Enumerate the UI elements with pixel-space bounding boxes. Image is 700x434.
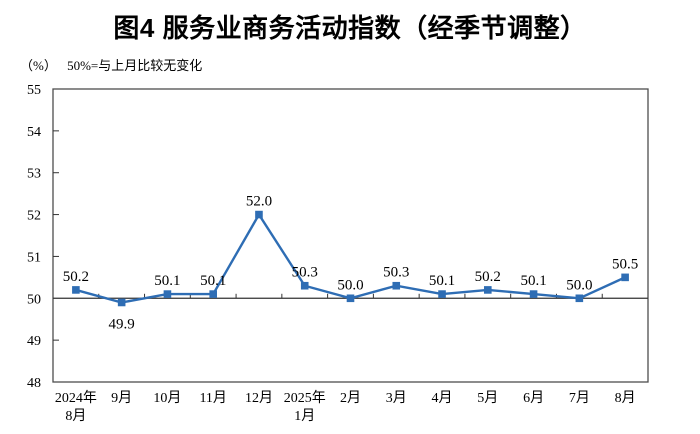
data-marker bbox=[346, 294, 355, 303]
x-axis-label: 5月 bbox=[477, 390, 498, 406]
data-label: 50.0 bbox=[337, 277, 363, 293]
y-axis-label: 52 bbox=[27, 209, 41, 224]
data-label: 50.1 bbox=[200, 273, 226, 289]
data-marker bbox=[438, 290, 446, 298]
data-marker bbox=[255, 210, 263, 219]
y-axis-label: 54 bbox=[27, 125, 41, 140]
data-marker bbox=[529, 290, 538, 298]
y-axis-label: 49 bbox=[27, 334, 41, 349]
x-axis-label: 10月 bbox=[153, 390, 181, 406]
data-marker bbox=[163, 290, 172, 298]
data-marker bbox=[117, 298, 126, 307]
data-label: 52.0 bbox=[246, 194, 272, 210]
x-axis-label: 6月 bbox=[523, 390, 544, 406]
y-axis-label: 51 bbox=[27, 250, 41, 265]
data-marker bbox=[484, 286, 492, 294]
x-axis-label: 4月 bbox=[432, 390, 453, 406]
data-label: 49.9 bbox=[109, 316, 135, 332]
data-marker bbox=[392, 281, 401, 290]
y-axis-label: 55 bbox=[27, 83, 41, 98]
x-axis-label: 12月 bbox=[245, 390, 273, 406]
y-axis-label: 53 bbox=[27, 167, 41, 182]
data-marker bbox=[72, 286, 80, 294]
y-axis-label: 50 bbox=[27, 292, 41, 307]
x-axis-label: 1月 bbox=[294, 408, 315, 424]
x-axis-label: 2025年 bbox=[284, 390, 326, 406]
data-label: 50.2 bbox=[475, 269, 501, 285]
chart-title: 图4 服务业商务活动指数（经季节调整） bbox=[113, 13, 587, 43]
data-marker bbox=[300, 281, 309, 290]
data-marker bbox=[575, 294, 584, 303]
baseline-note: 50%=与上月比较无变化 bbox=[67, 58, 203, 73]
data-label: 50.1 bbox=[429, 273, 455, 289]
x-axis-label: 8月 bbox=[615, 390, 636, 406]
x-axis-label: 8月 bbox=[65, 408, 86, 424]
plot-border bbox=[52, 88, 649, 383]
data-label: 50.3 bbox=[292, 265, 318, 281]
data-marker bbox=[209, 290, 217, 298]
x-axis-label: 2024年 bbox=[55, 390, 97, 406]
x-axis-label: 9月 bbox=[111, 390, 132, 406]
x-axis-label: 2月 bbox=[340, 390, 361, 406]
data-label: 50.1 bbox=[520, 273, 546, 289]
data-marker bbox=[621, 273, 629, 282]
chart-subtitle: （%） 50%=与上月比较无变化 bbox=[20, 55, 202, 74]
data-label: 50.5 bbox=[612, 256, 638, 272]
data-label: 50.0 bbox=[566, 277, 592, 293]
data-label: 50.3 bbox=[383, 265, 409, 281]
y-axis-label: 48 bbox=[27, 376, 41, 391]
data-label: 50.2 bbox=[63, 269, 89, 285]
x-axis-label: 3月 bbox=[386, 390, 407, 406]
y-axis-unit-label: （%） bbox=[20, 58, 57, 73]
x-axis-label: 11月 bbox=[199, 390, 226, 406]
x-axis-label: 7月 bbox=[569, 390, 590, 406]
data-label: 50.1 bbox=[154, 273, 180, 289]
